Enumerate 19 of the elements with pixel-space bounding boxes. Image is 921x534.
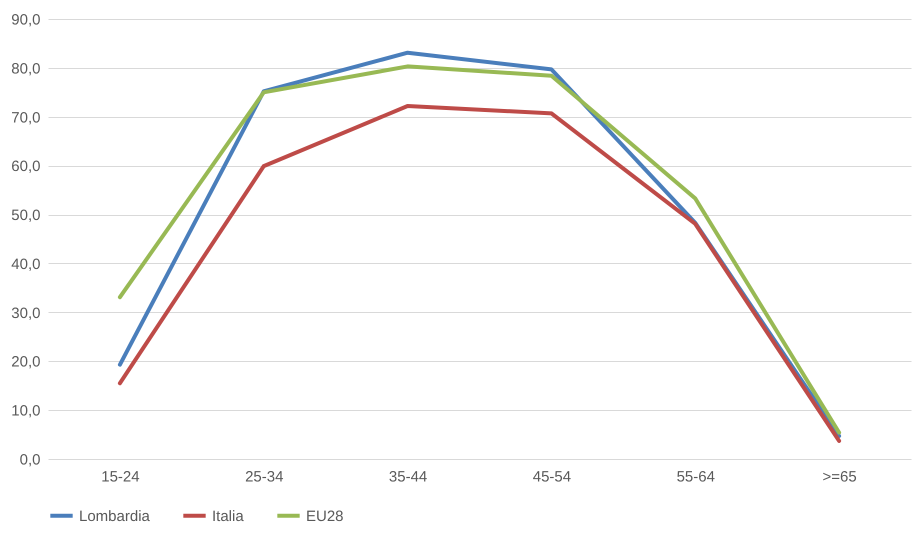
- legend-label: EU28: [306, 508, 344, 525]
- y-tick-label: 40,0: [11, 256, 40, 273]
- x-tick-label: 15-24: [101, 468, 140, 486]
- y-tick-label: 90,0: [11, 12, 40, 28]
- y-tick-label: 10,0: [11, 402, 40, 420]
- x-tick-label: 25-34: [245, 468, 284, 486]
- x-tick-label: 35-44: [388, 468, 428, 486]
- y-tick-label: 70,0: [11, 109, 40, 126]
- y-tick-label: 80,0: [11, 60, 40, 78]
- y-tick-label: 20,0: [11, 354, 40, 371]
- legend-label: Lombardia: [79, 508, 151, 525]
- legend-label: Italia: [212, 508, 244, 525]
- y-tick-label: 30,0: [11, 304, 40, 322]
- y-tick-label: 50,0: [11, 207, 40, 224]
- x-tick-label: >=65: [822, 468, 857, 486]
- x-tick-label: 45-54: [532, 468, 572, 486]
- x-tick-label: 55-64: [676, 468, 715, 486]
- y-tick-label: 0,0: [20, 452, 40, 468]
- y-tick-label: 60,0: [11, 158, 40, 176]
